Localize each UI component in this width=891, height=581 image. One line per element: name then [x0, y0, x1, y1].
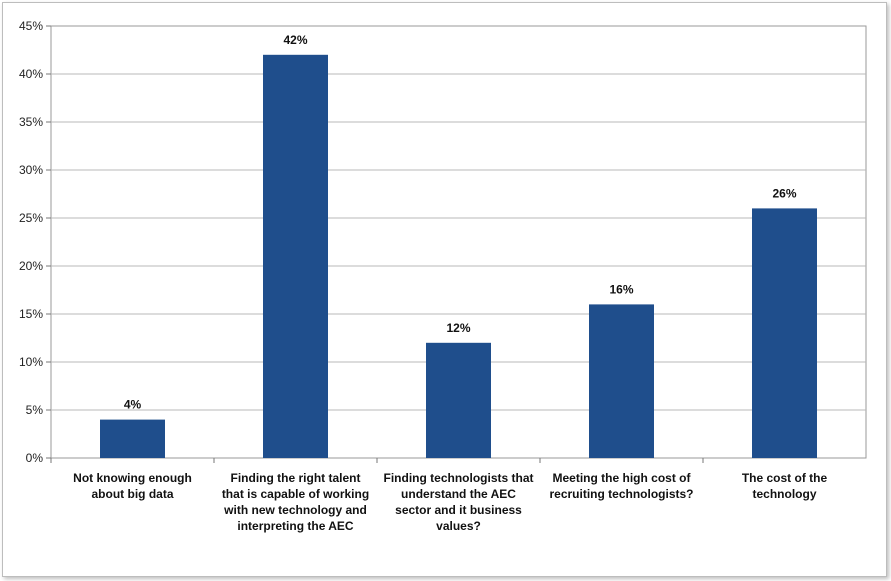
x-tick-label: Meeting the high cost of recruiting tech…	[549, 471, 694, 501]
y-tick-label: 30%	[19, 163, 43, 177]
bar	[589, 304, 654, 458]
bar	[263, 54, 328, 459]
y-tick-label: 35%	[19, 115, 43, 129]
x-tick-label: The cost of the technology	[741, 471, 828, 501]
y-tick-label: 0%	[26, 451, 44, 465]
y-tick-label: 15%	[19, 307, 43, 321]
data-label: 42%	[283, 33, 307, 47]
y-tick-label: 10%	[19, 355, 43, 369]
y-tick-label: 25%	[19, 211, 43, 225]
data-label: 4%	[124, 398, 142, 412]
bar	[426, 342, 491, 458]
x-tick-label: Finding the right talent that is capable…	[221, 471, 370, 533]
data-label: 26%	[772, 186, 796, 200]
y-tick-label: 40%	[19, 67, 43, 81]
y-tick-label: 20%	[19, 259, 43, 273]
y-tick-label: 5%	[26, 403, 44, 417]
y-tick-label: 45%	[19, 19, 43, 33]
data-label: 16%	[609, 282, 633, 296]
bar	[752, 208, 817, 458]
x-tick-label: Finding technologists that understand th…	[383, 471, 534, 533]
data-label: 12%	[446, 321, 470, 335]
x-tick-label: Not knowing enough about big data	[73, 471, 192, 501]
bar	[100, 419, 165, 458]
